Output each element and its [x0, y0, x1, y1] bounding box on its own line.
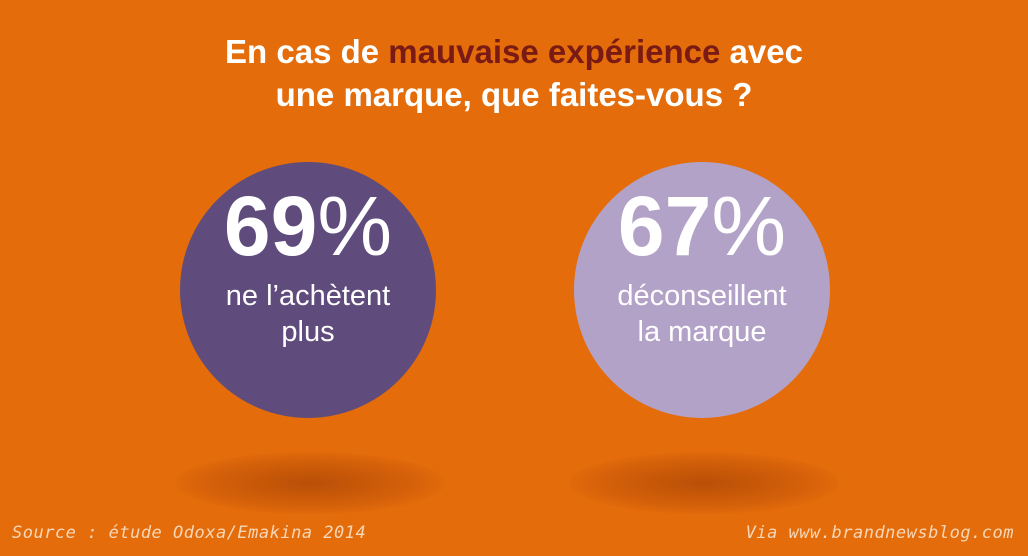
circle-shadow-1	[175, 452, 445, 514]
percent-sign: %	[711, 179, 787, 273]
headline-line-1: En cas de mauvaise expérience avec	[0, 30, 1028, 73]
headline-highlight: mauvaise expérience	[388, 33, 721, 70]
percent-sign: %	[317, 179, 393, 273]
headline-line-2: une marque, que faites-vous ?	[275, 76, 753, 113]
stat-number: 67	[617, 179, 712, 273]
stat-label: déconseillent la marque	[617, 278, 786, 350]
stat-number: 69	[223, 179, 318, 273]
circle-shadow-2	[569, 452, 839, 514]
stat-value: 69%	[224, 184, 392, 268]
headline: En cas de mauvaise expérience avec une m…	[0, 30, 1028, 116]
headline-text: En cas de	[225, 33, 389, 70]
stat-label-line-1: ne l’achètent	[225, 280, 391, 312]
stat-label-line-1: déconseillent	[617, 280, 787, 312]
via-credit: Via www.brandnewsblog.com	[745, 523, 1014, 543]
stat-circle-no-repurchase: 69% ne l’achètent plus	[180, 162, 436, 418]
stat-label-line-2: plus	[281, 316, 335, 348]
stat-label: ne l’achètent plus	[226, 278, 390, 350]
headline-text-end: avec	[720, 33, 803, 70]
stat-label-line-2: la marque	[637, 316, 767, 348]
source-credit: Source : étude Odoxa/Emakina 2014	[12, 523, 367, 543]
stat-value: 67%	[618, 184, 786, 268]
stat-circle-discourage: 67% déconseillent la marque	[574, 162, 830, 418]
